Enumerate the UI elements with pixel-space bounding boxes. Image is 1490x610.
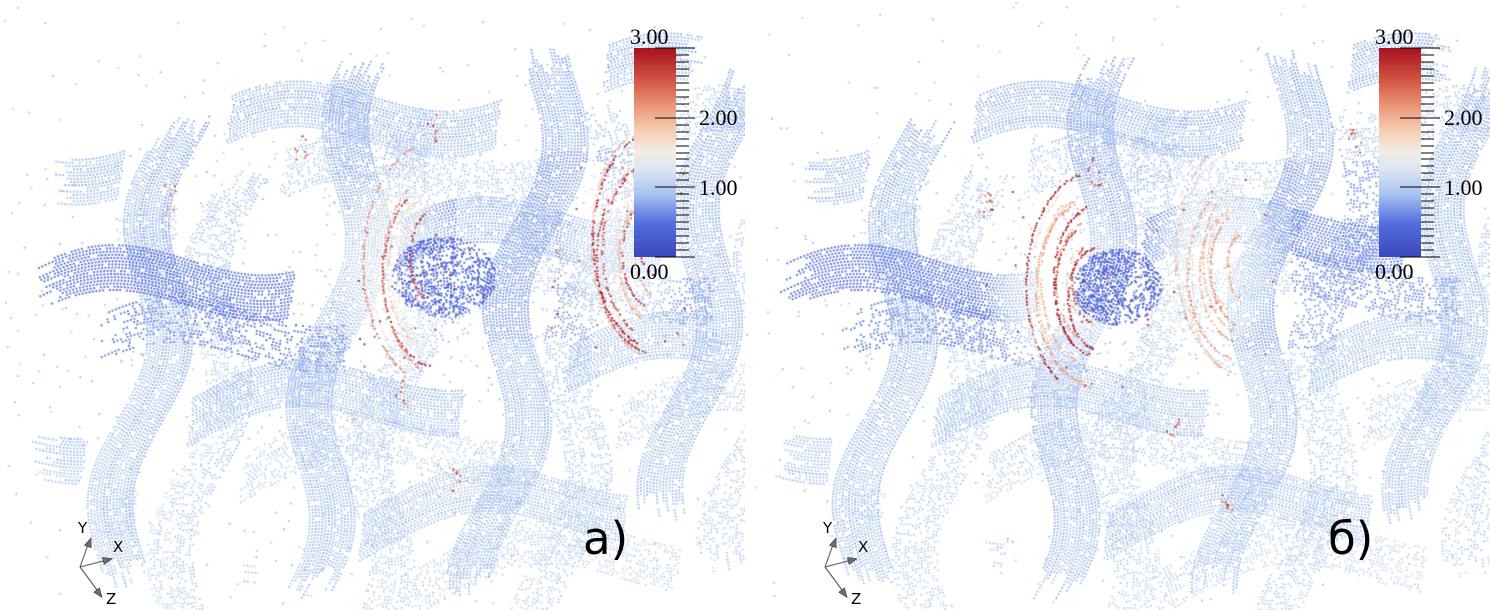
colorbar-major-tick [655,47,695,49]
colorbar-minor-tick [1421,152,1434,153]
colorbar-minor-tick [1421,200,1434,202]
colorbar-major-tick [655,186,695,188]
colorbar-ticks [655,47,698,258]
colorbar-major-tick [1400,186,1440,188]
axis-x-arrowhead [101,557,113,565]
axis-y-arrowhead [84,537,92,549]
panel-label-b: б) [1328,512,1374,565]
axis-z-line [79,566,101,595]
colorbar-minor-tick [676,138,689,140]
colorbar-minor-tick [1421,89,1434,91]
colorbar-minor-tick [676,131,689,133]
colorbar-minor-tick [676,249,689,251]
colorbar-minor-tick [676,214,689,216]
colorbar-minor-tick [1421,193,1434,195]
colorbar-minor-tick [1421,172,1434,174]
colorbar-minor-tick [1421,221,1434,223]
colorbar-minor-tick [1421,103,1434,105]
colorbar-minor-tick [1421,214,1434,216]
colorbar-minor-tick [1421,158,1434,160]
axis-z-line [824,566,846,595]
colorbar-tick-label-0: 0.00 [1375,259,1414,284]
axis-y-label: Y [77,519,88,537]
axis-z-label: Z [851,590,861,608]
colorbar-minor-tick [676,207,689,209]
colorbar-minor-tick [676,68,689,70]
colorbar-minor-tick [1421,165,1434,167]
colorbar-minor-tick [1421,242,1434,244]
pointcloud-view-a [0,0,745,610]
colorbar-tick-label-1: 1.00 [1444,175,1483,200]
colorbar-minor-tick [676,235,689,237]
colorbar-minor-tick [676,158,689,160]
colorbar-minor-tick [1421,249,1434,251]
colorbar-gradient [1379,48,1421,257]
colorbar-minor-tick [1421,145,1434,147]
colorbar-major-tick [655,256,695,258]
axis-z-arrowhead [93,587,103,599]
colorbar-minor-tick [1421,138,1434,140]
axis-y-arrowhead [829,537,837,549]
panel-a: 3.00 2.00 1.00 0.00 Y X Z а) [0,0,745,610]
colorbar-minor-tick [676,165,689,167]
colorbar-minor-tick [1421,54,1434,56]
panel-b: 3.00 2.00 1.00 0.00 Y X Z б) [745,0,1490,610]
colorbar-minor-tick [1421,228,1434,230]
colorbar-tick-label-3: 3.00 [630,24,669,49]
colorbar-minor-tick [676,152,689,153]
colorbar-tick-label-2: 2.00 [699,105,738,130]
axis-y-label: Y [822,519,833,537]
colorbar-minor-tick [676,61,689,63]
colorbar-minor-tick [676,124,689,126]
colorbar-major-tick [1400,117,1440,119]
colorbar: 3.00 2.00 1.00 0.00 [1345,26,1490,288]
colorbar-major-tick [1400,256,1440,258]
panel-label-a: а) [583,512,629,565]
colorbar-minor-tick [1421,124,1434,126]
colorbar-minor-tick [1421,207,1434,209]
colorbar-major-tick [1400,47,1440,49]
colorbar-minor-tick [1421,61,1434,63]
colorbar-minor-tick [676,228,689,230]
colorbar-minor-tick [1421,96,1434,98]
colorbar-minor-tick [676,54,689,56]
colorbar-minor-tick [1421,179,1434,181]
colorbar-minor-tick [676,242,689,244]
colorbar-ticks [1400,47,1443,258]
colorbar-tick-label-1: 1.00 [699,175,738,200]
colorbar-minor-tick [1421,82,1434,84]
colorbar-minor-tick [676,103,689,105]
colorbar-minor-tick [676,75,689,77]
axis-z-label: Z [106,590,116,608]
colorbar-minor-tick [1421,235,1434,237]
colorbar-minor-tick [676,82,689,84]
colorbar: 3.00 2.00 1.00 0.00 [600,26,760,288]
colorbar-minor-tick [1421,110,1434,112]
colorbar-minor-tick [676,110,689,112]
pointcloud-view-b [745,0,1490,610]
colorbar-minor-tick [1421,68,1434,70]
colorbar-minor-tick [676,145,689,147]
colorbar-minor-tick [676,221,689,223]
colorbar-minor-tick [676,193,689,195]
axis-triad: Y X Z [822,519,868,608]
axis-x-label: X [858,538,868,556]
colorbar-major-tick [655,117,695,119]
colorbar-minor-tick [676,179,689,181]
colorbar-minor-tick [676,200,689,202]
axis-z-arrowhead [838,587,848,599]
colorbar-tick-label-2: 2.00 [1444,105,1483,130]
colorbar-tick-label-3: 3.00 [1375,24,1414,49]
colorbar-minor-tick [1421,75,1434,77]
colorbar-minor-tick [676,96,689,98]
axis-x-label: X [113,538,123,556]
colorbar-minor-tick [1421,131,1434,133]
colorbar-tick-label-0: 0.00 [630,259,669,284]
colorbar-minor-tick [676,172,689,174]
axis-triad: Y X Z [77,519,123,608]
axis-x-arrowhead [846,557,858,565]
colorbar-minor-tick [676,89,689,91]
colorbar-gradient [634,48,676,257]
